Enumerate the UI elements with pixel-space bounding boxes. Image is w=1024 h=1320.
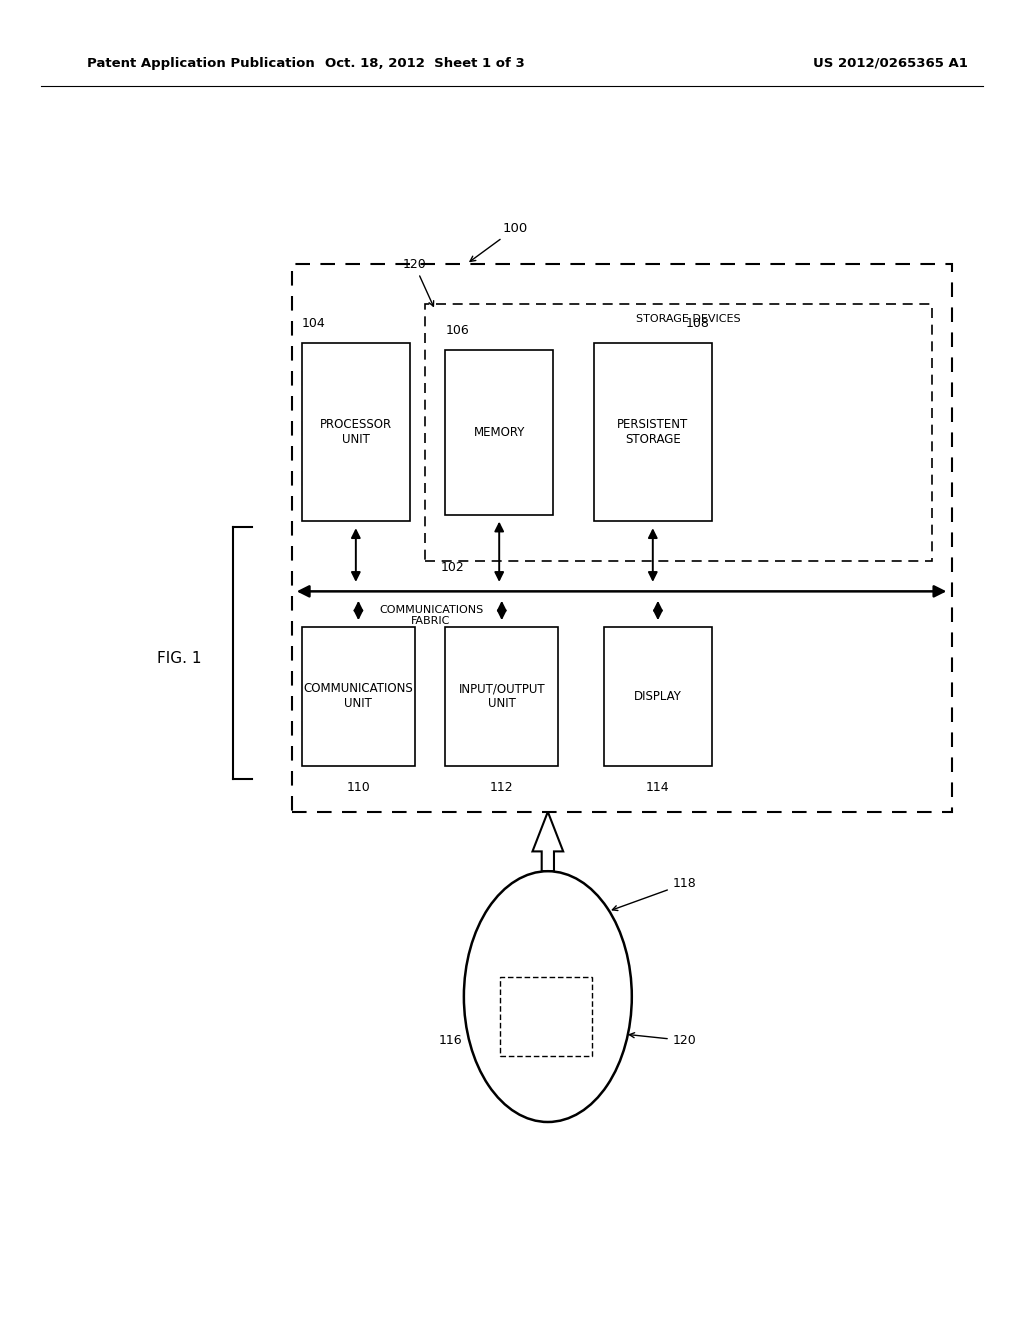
Text: COMPUTER
READABLE
MEDIA: COMPUTER READABLE MEDIA xyxy=(515,946,581,989)
Text: 102: 102 xyxy=(440,561,464,574)
Text: 120: 120 xyxy=(402,257,433,306)
Text: COMMUNICATIONS
FABRIC: COMMUNICATIONS FABRIC xyxy=(379,605,483,626)
Text: COMMUNICATIONS
UNIT: COMMUNICATIONS UNIT xyxy=(303,682,414,710)
Text: MEMORY: MEMORY xyxy=(473,426,525,438)
Text: 104: 104 xyxy=(302,317,326,330)
Text: 120: 120 xyxy=(630,1032,696,1047)
Text: PROCESSOR
UNIT: PROCESSOR UNIT xyxy=(319,418,392,446)
Bar xyxy=(425,304,932,561)
Bar xyxy=(302,627,415,766)
Text: 100: 100 xyxy=(470,222,527,261)
Bar xyxy=(302,343,410,521)
Text: PROGRAM
CODE: PROGRAM CODE xyxy=(516,1002,575,1031)
Text: PERSISTENT
STORAGE: PERSISTENT STORAGE xyxy=(617,418,688,446)
Bar xyxy=(500,977,592,1056)
Polygon shape xyxy=(532,812,563,871)
Text: 110: 110 xyxy=(346,781,371,795)
Text: Patent Application Publication: Patent Application Publication xyxy=(87,57,314,70)
Text: 116: 116 xyxy=(438,1018,496,1047)
Text: FIG. 1: FIG. 1 xyxy=(157,651,202,665)
Ellipse shape xyxy=(464,871,632,1122)
Text: 106: 106 xyxy=(445,323,469,337)
Text: US 2012/0265365 A1: US 2012/0265365 A1 xyxy=(813,57,969,70)
Text: DISPLAY: DISPLAY xyxy=(634,690,682,702)
Bar xyxy=(604,627,712,766)
Bar xyxy=(594,343,712,521)
Text: 108: 108 xyxy=(686,317,710,330)
Text: 114: 114 xyxy=(646,781,670,795)
Text: STORAGE DEVICES: STORAGE DEVICES xyxy=(636,314,740,325)
Bar xyxy=(445,627,558,766)
Text: 112: 112 xyxy=(489,781,514,795)
Text: Oct. 18, 2012  Sheet 1 of 3: Oct. 18, 2012 Sheet 1 of 3 xyxy=(325,57,525,70)
Text: 118: 118 xyxy=(612,878,696,911)
Bar xyxy=(292,264,952,812)
Text: INPUT/OUTPUT
UNIT: INPUT/OUTPUT UNIT xyxy=(459,682,545,710)
Bar xyxy=(445,350,553,515)
